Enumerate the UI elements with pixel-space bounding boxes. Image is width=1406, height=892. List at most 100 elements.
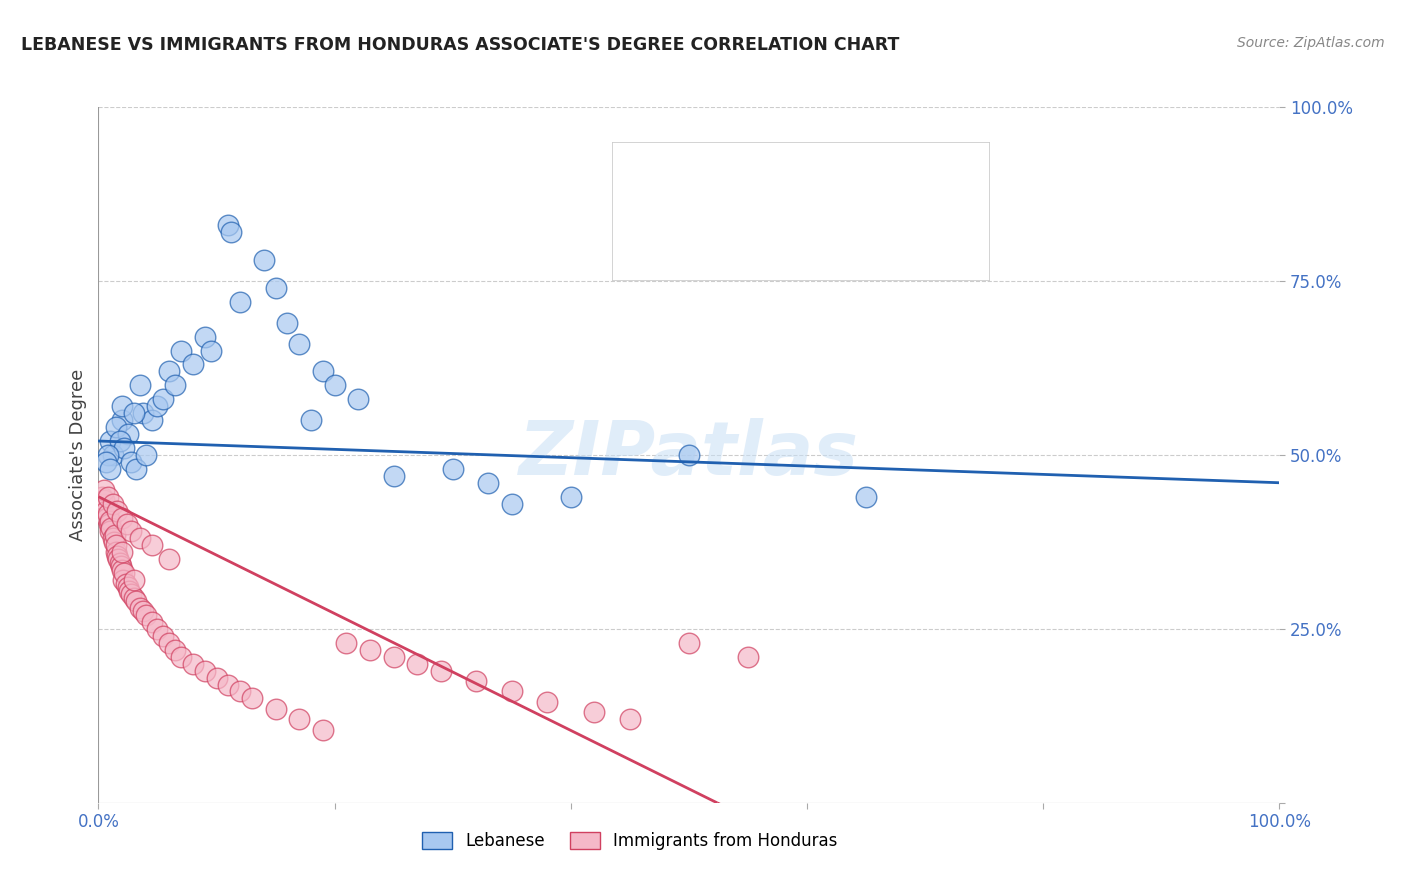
Point [335, 636, 357, 650]
Point [165, 378, 187, 392]
Point [114, 576, 136, 591]
Point [121, 455, 143, 469]
Point [157, 364, 180, 378]
Point [93, 493, 115, 508]
Point [111, 545, 134, 559]
Point [181, 358, 204, 372]
Point [276, 316, 298, 330]
Point [619, 712, 641, 726]
Point [117, 427, 139, 442]
Point [200, 343, 222, 358]
Point [128, 378, 150, 392]
Point [117, 580, 139, 594]
Point [264, 281, 287, 295]
Point [430, 664, 453, 678]
Point [112, 566, 135, 581]
Point [104, 528, 127, 542]
Point [229, 294, 252, 309]
Point [737, 649, 759, 664]
Point [264, 702, 287, 716]
Point [101, 532, 124, 546]
Point [382, 649, 405, 664]
Point [406, 657, 429, 671]
Point [98, 434, 121, 448]
Point [112, 573, 135, 587]
Point [347, 392, 370, 407]
Point [105, 549, 128, 563]
Point [170, 343, 193, 358]
Point [110, 559, 132, 574]
Point [465, 674, 488, 689]
Point [91, 490, 114, 504]
Point [477, 475, 499, 490]
Point [157, 636, 180, 650]
Point [240, 691, 263, 706]
Point [181, 657, 204, 671]
Point [536, 695, 558, 709]
Point [111, 563, 134, 577]
Point [194, 664, 217, 678]
Point [122, 591, 145, 605]
Point [100, 521, 122, 535]
Point [94, 503, 117, 517]
Point [382, 468, 405, 483]
Point [312, 364, 335, 378]
Point [152, 629, 174, 643]
Text: LEBANESE VS IMMIGRANTS FROM HONDURAS ASSOCIATE'S DEGREE CORRELATION CHART: LEBANESE VS IMMIGRANTS FROM HONDURAS ASS… [21, 36, 900, 54]
Point [93, 483, 115, 497]
Point [101, 497, 124, 511]
Point [288, 712, 311, 726]
Point [96, 510, 118, 524]
Point [132, 406, 155, 420]
Point [146, 399, 169, 413]
Point [118, 583, 141, 598]
Y-axis label: Associate's Degree: Associate's Degree [69, 368, 87, 541]
Point [98, 462, 121, 476]
Point [501, 684, 523, 698]
Point [125, 462, 148, 476]
Point [323, 378, 346, 392]
Point [205, 671, 228, 685]
Point [108, 556, 131, 570]
Point [125, 594, 148, 608]
Point [107, 552, 129, 566]
Point [157, 552, 180, 566]
Point [103, 534, 125, 549]
Point [111, 413, 134, 427]
Point [855, 490, 877, 504]
Point [128, 532, 150, 546]
Point [229, 684, 252, 698]
Text: ZIPatlas: ZIPatlas [519, 418, 859, 491]
Point [132, 605, 155, 619]
Point [105, 545, 128, 559]
Point [217, 677, 239, 691]
Point [441, 462, 464, 476]
Point [105, 420, 128, 434]
Point [359, 642, 381, 657]
Point [146, 622, 169, 636]
Point [678, 448, 700, 462]
Point [583, 706, 606, 720]
Point [98, 514, 121, 528]
Point [97, 507, 120, 521]
Point [122, 573, 145, 587]
Point [108, 434, 131, 448]
Point [288, 336, 311, 351]
Point [312, 723, 335, 737]
Point [299, 413, 322, 427]
Point [141, 615, 163, 629]
Point [122, 406, 145, 420]
Point [501, 497, 523, 511]
Point [111, 510, 134, 524]
Point [91, 497, 114, 511]
Point [97, 490, 120, 504]
Point [165, 642, 187, 657]
Point [135, 607, 157, 622]
Point [94, 455, 117, 469]
Point [97, 448, 120, 462]
Point [135, 448, 157, 462]
Point [112, 441, 135, 455]
Point [141, 538, 163, 552]
Point [217, 219, 239, 233]
Point [98, 517, 121, 532]
